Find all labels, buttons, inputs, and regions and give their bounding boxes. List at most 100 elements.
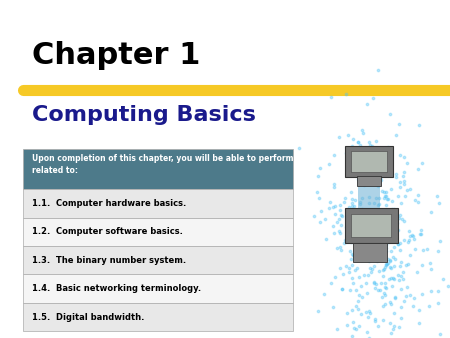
Point bbox=[415, 307, 423, 312]
Point bbox=[341, 241, 348, 246]
Point bbox=[325, 161, 332, 167]
Point bbox=[331, 184, 338, 189]
Point bbox=[363, 255, 370, 260]
Point bbox=[372, 207, 379, 213]
Point bbox=[414, 192, 422, 198]
Point bbox=[373, 221, 380, 226]
Point bbox=[382, 286, 390, 291]
Point bbox=[395, 242, 402, 247]
Point bbox=[382, 237, 389, 243]
Point bbox=[417, 227, 424, 233]
Point bbox=[365, 272, 372, 278]
Point bbox=[409, 233, 416, 239]
FancyBboxPatch shape bbox=[357, 176, 381, 186]
Point bbox=[369, 95, 376, 101]
Point bbox=[387, 265, 395, 270]
Point bbox=[375, 268, 382, 273]
Point bbox=[427, 260, 434, 266]
Point bbox=[357, 201, 364, 206]
Point bbox=[369, 237, 376, 242]
Point bbox=[328, 280, 335, 286]
Point bbox=[410, 295, 418, 300]
Point bbox=[351, 325, 358, 331]
Point bbox=[327, 199, 334, 205]
Point bbox=[316, 219, 323, 225]
Point bbox=[387, 223, 394, 228]
Point bbox=[378, 156, 385, 161]
Point bbox=[358, 128, 365, 133]
Point bbox=[366, 254, 373, 259]
Point bbox=[389, 275, 396, 281]
Point bbox=[357, 233, 364, 238]
Point bbox=[436, 238, 443, 243]
Point bbox=[366, 265, 373, 270]
Point bbox=[368, 177, 375, 182]
Point bbox=[375, 67, 382, 73]
Point bbox=[349, 281, 356, 286]
Point bbox=[384, 239, 391, 244]
Point bbox=[382, 202, 390, 207]
Point bbox=[435, 289, 442, 294]
Point bbox=[400, 299, 408, 304]
Point bbox=[351, 230, 359, 235]
Point bbox=[340, 272, 347, 277]
Point bbox=[345, 269, 352, 274]
Point bbox=[400, 238, 407, 243]
Point bbox=[406, 233, 413, 238]
Point bbox=[351, 198, 358, 203]
Point bbox=[394, 272, 401, 277]
Point bbox=[398, 273, 405, 279]
Point bbox=[351, 267, 358, 272]
Point bbox=[371, 207, 378, 212]
Point bbox=[372, 281, 379, 287]
Point bbox=[382, 246, 389, 251]
Text: 1.1.  Computer hardware basics.: 1.1. Computer hardware basics. bbox=[32, 199, 186, 208]
Point bbox=[363, 181, 370, 186]
Point bbox=[403, 285, 410, 290]
Point bbox=[330, 182, 338, 187]
Point bbox=[377, 178, 384, 183]
Point bbox=[348, 262, 355, 268]
Point bbox=[370, 280, 377, 285]
Point bbox=[362, 249, 369, 254]
Point bbox=[382, 242, 390, 248]
Point bbox=[410, 236, 418, 241]
Point bbox=[396, 179, 403, 185]
Point bbox=[379, 317, 387, 322]
Text: 1.3.  The binary number system.: 1.3. The binary number system. bbox=[32, 256, 185, 265]
Point bbox=[356, 199, 364, 204]
Point bbox=[363, 290, 370, 295]
Point bbox=[395, 277, 402, 283]
Point bbox=[358, 206, 365, 211]
Text: Computing Basics: Computing Basics bbox=[32, 105, 256, 125]
FancyBboxPatch shape bbox=[351, 214, 392, 237]
Point bbox=[343, 92, 350, 97]
Point bbox=[394, 213, 401, 219]
Point bbox=[341, 200, 348, 205]
Point bbox=[353, 237, 360, 242]
Point bbox=[391, 244, 398, 249]
Point bbox=[356, 179, 363, 185]
Point bbox=[382, 254, 389, 259]
Point bbox=[361, 182, 368, 188]
Point bbox=[391, 263, 398, 268]
Point bbox=[377, 281, 384, 286]
Point bbox=[330, 224, 337, 229]
Point bbox=[348, 200, 356, 206]
Point bbox=[383, 263, 390, 268]
Point bbox=[346, 287, 353, 292]
Point bbox=[350, 203, 357, 209]
Point bbox=[359, 214, 366, 219]
Point bbox=[358, 231, 365, 236]
Point bbox=[376, 175, 383, 180]
Point bbox=[354, 210, 361, 215]
Point bbox=[387, 248, 394, 254]
Point bbox=[391, 295, 398, 300]
Point bbox=[346, 211, 353, 216]
Point bbox=[356, 274, 363, 280]
Point bbox=[347, 189, 355, 194]
FancyBboxPatch shape bbox=[345, 146, 393, 177]
Point bbox=[365, 309, 373, 314]
Point bbox=[358, 227, 365, 233]
Point bbox=[328, 95, 335, 100]
